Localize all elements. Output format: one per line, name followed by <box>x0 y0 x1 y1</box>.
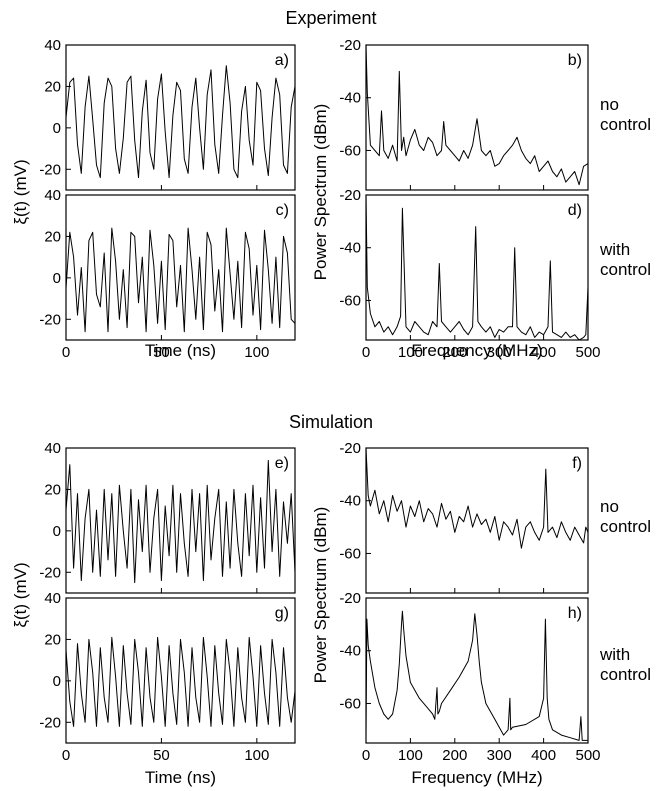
plot-frame <box>365 44 589 191</box>
x-tick-label: 100 <box>398 747 423 764</box>
plot-frame <box>365 447 589 594</box>
panel-label: c) <box>276 202 289 219</box>
y-tick-label: 20 <box>44 481 61 498</box>
y-tick-label: -20 <box>39 564 61 581</box>
y-tick-label: 0 <box>53 523 61 540</box>
x-tick-label: 0 <box>62 747 70 764</box>
panel-label: g) <box>275 605 289 622</box>
x-tick-label: 300 <box>487 747 512 764</box>
section-title-simulation: Simulation <box>289 412 373 432</box>
x-tick-label: 50 <box>153 747 170 764</box>
y-tick-label: -40 <box>339 90 361 107</box>
x-tick-label: 100 <box>244 747 269 764</box>
y-tick-label: -40 <box>339 240 361 257</box>
power-axis-label: Power Spectrum (dBm) <box>311 507 330 684</box>
series-line-f <box>366 448 588 549</box>
y-tick-label: 40 <box>44 590 61 607</box>
plot-frame <box>65 447 296 594</box>
y-tick-label: 20 <box>44 228 61 245</box>
panel-label: f) <box>572 455 582 472</box>
y-tick-label: -20 <box>39 161 61 178</box>
y-tick-label: -60 <box>339 695 361 712</box>
plot-frame <box>65 194 296 341</box>
y-tick-label: 40 <box>44 37 61 54</box>
panel-d: -20 -40 -60 0 100 200 300 400 500 d) <box>339 187 600 361</box>
series-line-a <box>66 65 295 179</box>
y-tick-label: 0 <box>53 673 61 690</box>
y-tick-label: 0 <box>53 120 61 137</box>
section-title-experiment: Experiment <box>285 8 376 28</box>
y-tick-label: -20 <box>339 440 361 457</box>
plot-frame <box>65 597 296 744</box>
y-tick-label: 20 <box>44 631 61 648</box>
label-with-control: with control <box>599 240 651 279</box>
y-tick-label: 40 <box>44 187 61 204</box>
label-no-control: no control <box>600 497 651 536</box>
y-tick-label: 40 <box>44 440 61 457</box>
y-tick-label: -20 <box>39 311 61 328</box>
plot-frame <box>365 194 589 341</box>
y-tick-label: 20 <box>44 78 61 95</box>
y-tick-label: -20 <box>339 590 361 607</box>
y-tick-label: -20 <box>39 714 61 731</box>
series-line-b <box>366 45 588 186</box>
x-tick-label: 100 <box>398 344 423 361</box>
x-tick-label: 400 <box>531 747 556 764</box>
panel-label: h) <box>568 605 582 622</box>
x-tick-label: 0 <box>362 747 370 764</box>
y-tick-label: 0 <box>53 270 61 287</box>
x-tick-label: 200 <box>442 747 467 764</box>
panel-label: b) <box>568 52 582 69</box>
series-line-e <box>66 459 295 584</box>
y-tick-label: -40 <box>339 493 361 510</box>
y-tick-label: -40 <box>339 643 361 660</box>
series-line-g <box>66 636 295 727</box>
frequency-axis-label: Frequency (MHz) <box>411 341 542 360</box>
plot-frame <box>365 597 589 744</box>
panel-h: -20 -40 -60 0 100 200 300 400 500 h) <box>339 590 600 764</box>
x-tick-label: 400 <box>531 344 556 361</box>
series-line-c <box>66 227 295 333</box>
panel-e: -20 0 20 40 e) <box>39 440 296 594</box>
frequency-axis-label: Frequency (MHz) <box>411 768 542 787</box>
x-tick-label: 0 <box>62 344 70 361</box>
y-tick-label: -60 <box>339 142 361 159</box>
x-tick-label: 50 <box>153 344 170 361</box>
panel-b: -20 -40 -60 b) <box>339 37 589 191</box>
label-no-control: no control <box>600 95 651 134</box>
x-tick-label: 0 <box>362 344 370 361</box>
power-axis-label: Power Spectrum (dBm) <box>311 104 330 281</box>
series-line-d <box>366 195 588 340</box>
y-tick-label: -20 <box>339 187 361 204</box>
y-tick-label: -20 <box>339 37 361 54</box>
voltage-axis-label: ξ(t) (mV) <box>11 562 30 627</box>
panel-a: -20 0 20 40 a) <box>39 37 296 191</box>
x-tick-label: 500 <box>575 344 600 361</box>
series-line-h <box>366 610 588 741</box>
time-axis-label: Time (ns) <box>145 341 216 360</box>
y-tick-label: -60 <box>339 292 361 309</box>
panel-label: e) <box>275 455 289 472</box>
panel-f: -20 -40 -60 f) <box>339 440 589 594</box>
x-tick-label: 100 <box>244 344 269 361</box>
panel-label: d) <box>568 202 582 219</box>
x-tick-label: 500 <box>575 747 600 764</box>
y-tick-label: -60 <box>339 545 361 562</box>
panel-label: a) <box>275 52 289 69</box>
label-with-control: with control <box>599 645 651 684</box>
time-axis-label: Time (ns) <box>145 768 216 787</box>
voltage-axis-label: ξ(t) (mV) <box>11 159 30 224</box>
x-tick-label: 200 <box>442 344 467 361</box>
x-tick-label: 300 <box>487 344 512 361</box>
